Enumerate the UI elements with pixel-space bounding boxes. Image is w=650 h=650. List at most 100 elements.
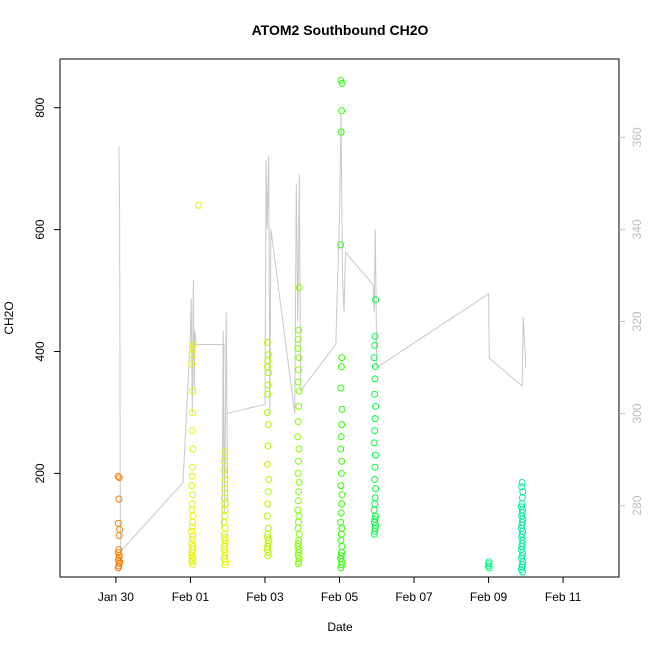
data-point (338, 500, 346, 508)
data-point (338, 107, 346, 115)
data-point (189, 463, 196, 471)
data-point (338, 354, 346, 362)
data-point (338, 457, 346, 465)
data-point (295, 387, 303, 395)
data-point (372, 402, 380, 410)
data-point (338, 491, 346, 499)
data-point (371, 375, 379, 383)
data-point (337, 518, 345, 526)
data-point (189, 341, 197, 349)
data-point (194, 201, 202, 209)
data-point (189, 345, 196, 352)
data-point (295, 518, 302, 526)
data-point (338, 543, 346, 550)
data-point (114, 472, 122, 480)
data-point (220, 466, 228, 474)
data-point (221, 476, 229, 483)
x-tick-label: Feb 09 (470, 590, 508, 604)
data-point (294, 418, 302, 426)
y-axis-label: CH2O (2, 301, 16, 334)
data-point (188, 472, 196, 480)
data-point (294, 506, 302, 514)
x-tick-label: Feb 03 (246, 590, 284, 604)
data-point (337, 363, 345, 371)
data-point (188, 540, 196, 547)
x-tick-label: Feb 01 (172, 590, 210, 604)
data-point (264, 442, 272, 450)
data-point (294, 540, 302, 547)
data-point (337, 241, 345, 249)
data-point (220, 494, 228, 502)
data-point (263, 409, 271, 416)
data-point (189, 532, 197, 540)
data-point (264, 421, 272, 429)
x-axis: Jan 30 Feb 01 Feb 03 Feb 05 Feb 07 Feb 09 Feb … (98, 577, 582, 604)
y2-tick-label: 320 (630, 311, 644, 331)
data-point (221, 448, 229, 456)
data-point (337, 469, 345, 477)
x-tick-label: Jan 30 (98, 590, 134, 604)
data-point (371, 341, 379, 349)
data-point (295, 445, 303, 453)
data-point (371, 494, 379, 502)
data-point (220, 533, 228, 541)
data-point (295, 479, 303, 486)
line-series-layer (118, 114, 527, 553)
data-point (221, 457, 228, 465)
data-point (114, 549, 122, 557)
x-tick-label: Feb 05 (321, 590, 359, 604)
data-point (264, 488, 272, 496)
line-series (118, 114, 527, 553)
data-point (116, 558, 124, 566)
x-axis-label: Date (327, 620, 353, 634)
data-point (265, 476, 273, 483)
data-point (295, 402, 303, 410)
data-point (115, 554, 123, 561)
data-point (519, 488, 527, 496)
data-point (338, 421, 346, 429)
data-point (337, 552, 345, 560)
data-point (114, 519, 122, 527)
data-point (294, 378, 302, 386)
data-point (295, 326, 303, 334)
data-point (294, 497, 302, 505)
data-point (337, 482, 345, 490)
data-point (371, 415, 379, 423)
data-point (295, 457, 302, 465)
data-point (221, 524, 229, 532)
data-point (517, 503, 525, 511)
data-point (337, 433, 345, 441)
y2-tick-label: 340 (630, 219, 644, 239)
data-point (189, 387, 197, 395)
data-point (295, 488, 303, 496)
data-point (518, 494, 526, 502)
y2-tick-label: 280 (630, 495, 644, 515)
data-point (371, 451, 379, 459)
data-point (264, 524, 272, 532)
data-point (189, 445, 197, 453)
data-point (518, 483, 526, 491)
data-point (263, 512, 271, 520)
data-point (370, 439, 378, 447)
data-point (337, 530, 345, 538)
data-point (337, 76, 345, 84)
y2-axis: 280 300 320 340 360 (619, 127, 644, 516)
data-point (188, 427, 196, 435)
data-point (517, 566, 525, 574)
x-tick-label: Feb 07 (395, 590, 433, 604)
data-point (264, 460, 271, 468)
data-point (294, 469, 302, 477)
y2-tick-label: 360 (630, 127, 644, 147)
y-tick-label: 200 (33, 463, 47, 483)
data-point (337, 384, 345, 392)
plot-frame (59, 58, 620, 578)
data-point (371, 390, 378, 398)
data-point (264, 381, 272, 389)
data-point (518, 479, 526, 486)
data-point (188, 527, 196, 535)
data-point (115, 495, 123, 503)
data-point (294, 345, 302, 352)
y-axis: 200 400 600 800 (33, 97, 60, 483)
data-point (337, 536, 345, 544)
